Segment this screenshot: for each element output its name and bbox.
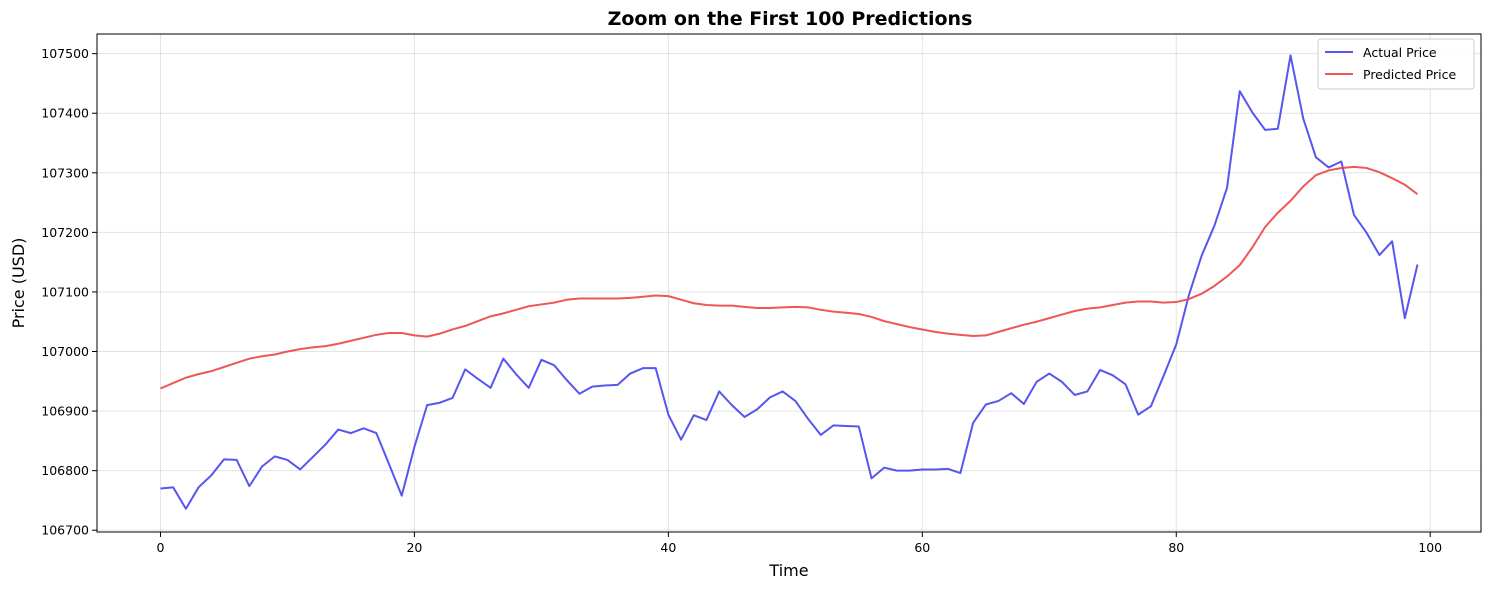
plot-frame bbox=[96, 33, 1482, 533]
y-tick-label: 107500 bbox=[41, 46, 89, 61]
y-tick-label: 107000 bbox=[41, 344, 89, 359]
legend-label-predicted-price: Predicted Price bbox=[1363, 67, 1456, 82]
legend-box bbox=[1317, 38, 1475, 90]
legend: Actual Price Predicted Price bbox=[1317, 38, 1475, 90]
legend-label-actual-price: Actual Price bbox=[1363, 45, 1437, 60]
x-tick-label: 40 bbox=[660, 540, 676, 555]
chart-title: Zoom on the First 100 Predictions bbox=[608, 8, 973, 30]
x-axis: 0 20 40 60 80 100 bbox=[157, 532, 1442, 555]
series-line-predicted-price bbox=[160, 165, 1419, 390]
series-lines bbox=[160, 54, 1419, 510]
y-tick-label: 107300 bbox=[41, 165, 89, 180]
y-tick-label: 107400 bbox=[41, 106, 89, 121]
x-tick-label: 60 bbox=[914, 540, 930, 555]
x-axis-label: Time bbox=[768, 561, 808, 580]
y-tick-label: 107100 bbox=[41, 284, 89, 299]
x-tick-label: 80 bbox=[1168, 540, 1184, 555]
x-tick-label: 100 bbox=[1418, 540, 1442, 555]
series-line-actual-price bbox=[160, 54, 1419, 510]
y-tick-label: 106800 bbox=[41, 463, 89, 478]
y-tick-label: 106900 bbox=[41, 404, 89, 419]
y-axis-label: Price (USD) bbox=[9, 238, 28, 329]
y-tick-label: 107200 bbox=[41, 225, 89, 240]
y-tick-label: 106700 bbox=[41, 523, 89, 538]
x-tick-label: 20 bbox=[406, 540, 422, 555]
y-axis: 106700 106800 106900 107000 107100 107200 1073… bbox=[41, 46, 97, 538]
x-tick-label: 0 bbox=[157, 540, 165, 555]
grid-lines bbox=[97, 34, 1481, 532]
